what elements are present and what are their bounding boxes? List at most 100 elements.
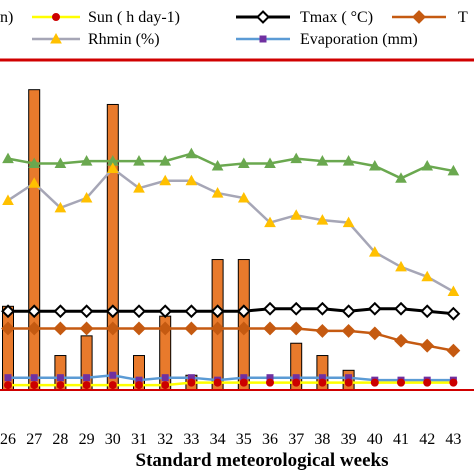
data-point: [2, 194, 14, 205]
line-series-group: [1, 147, 461, 390]
data-point: [1, 321, 15, 336]
data-point: [56, 374, 64, 382]
data-point: [185, 147, 198, 159]
data-point: [290, 152, 303, 164]
data-point: [263, 301, 277, 316]
x-tick-label: 43: [445, 431, 461, 448]
x-tick-label: 28: [52, 431, 68, 448]
data-point: [79, 304, 94, 319]
data-point: [446, 343, 461, 358]
data-point: [315, 324, 330, 338]
line-series: [4, 378, 458, 390]
data-point: [80, 155, 93, 166]
data-point: [315, 301, 330, 316]
x-tick-label: 33: [183, 431, 199, 448]
data-point: [264, 157, 276, 169]
bar-series: [2, 89, 355, 391]
data-point: [446, 306, 461, 321]
data-point: [344, 378, 353, 387]
data-point: [370, 378, 379, 387]
x-axis-title: Standard meteorological weeks: [136, 450, 389, 471]
line-series: [2, 162, 460, 297]
data-point: [53, 304, 68, 319]
data-point: [79, 321, 94, 336]
x-tick-label: 38: [314, 431, 330, 448]
data-point: [105, 321, 120, 336]
x-tick-label: 27: [26, 431, 42, 448]
data-point: [132, 304, 146, 319]
data-point: [316, 214, 329, 225]
data-point: [341, 304, 356, 319]
data-point: [185, 174, 198, 186]
data-point: [2, 152, 14, 164]
data-point: [54, 201, 67, 213]
data-point: [236, 321, 251, 336]
data-point: [210, 321, 225, 336]
data-point: [159, 174, 172, 186]
data-point: [210, 304, 225, 319]
data-point: [341, 324, 356, 338]
data-point: [447, 285, 460, 297]
series-line: [8, 327, 454, 352]
x-tick-label: 37: [288, 431, 304, 448]
data-point: [82, 381, 91, 390]
data-point: [54, 157, 67, 169]
data-point: [106, 162, 119, 173]
data-point: [239, 378, 248, 387]
data-point: [53, 321, 68, 336]
legend-label: Sun ( h day-1): [88, 9, 180, 26]
data-point: [1, 304, 15, 319]
data-point: [394, 301, 408, 316]
data-point: [237, 191, 250, 203]
data-point: [290, 209, 303, 220]
series-line: [7, 166, 455, 293]
legend-label: Tmax ( °C): [300, 9, 373, 26]
data-point: [447, 164, 460, 176]
x-tick-label: 34: [210, 431, 226, 448]
line-series: [2, 147, 460, 183]
line-series: [1, 301, 461, 321]
data-point: [367, 301, 382, 316]
legend-marker: [256, 10, 270, 24]
data-point: [367, 326, 382, 341]
data-point: [158, 304, 173, 319]
data-point: [184, 321, 199, 336]
data-point: [133, 182, 145, 193]
data-point: [211, 187, 224, 198]
x-tick-label: 29: [79, 431, 95, 448]
series-line: [7, 152, 454, 180]
data-point: [368, 246, 381, 257]
series-line: [8, 381, 454, 387]
data-point: [397, 378, 405, 387]
data-point: [83, 374, 91, 382]
data-point: [161, 374, 169, 382]
data-point: [27, 304, 42, 319]
data-point: [30, 374, 38, 382]
data-point: [318, 378, 327, 387]
data-point: [420, 304, 435, 319]
data-point: [342, 155, 355, 166]
data-point: [108, 381, 117, 390]
x-tick-label: 40: [367, 431, 383, 448]
bar: [106, 103, 119, 391]
data-point: [28, 157, 41, 169]
data-point: [420, 338, 435, 353]
data-point: [395, 172, 407, 183]
series-line: [8, 373, 454, 382]
data-point: [421, 270, 434, 282]
data-point: [368, 159, 381, 171]
data-point: [158, 321, 173, 336]
data-point: [449, 378, 458, 387]
data-point: [159, 155, 172, 166]
line-series: [1, 321, 461, 358]
data-point: [236, 304, 251, 319]
x-tick-label: 39: [341, 431, 357, 448]
data-point: [80, 191, 93, 203]
x-tick-label: 41: [393, 431, 409, 448]
data-point: [289, 301, 304, 316]
legend-marker: [52, 13, 60, 21]
data-point: [266, 378, 274, 387]
data-point: [109, 371, 117, 379]
data-point: [187, 378, 196, 387]
x-tick-label: 26: [0, 431, 16, 448]
